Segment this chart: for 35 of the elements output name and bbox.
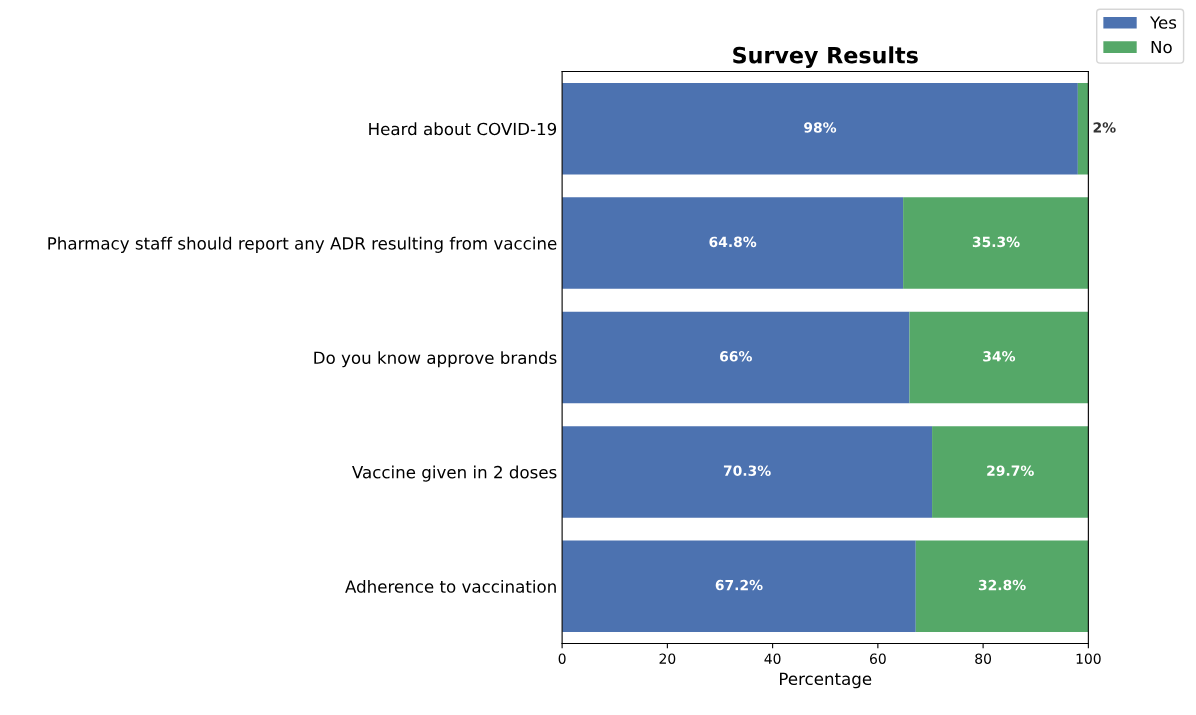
x-tick-label: 80 <box>975 653 992 664</box>
data-label: 2% <box>1093 122 1116 133</box>
data-label: 98% <box>804 122 837 133</box>
x-tick-label: 100 <box>1076 653 1101 664</box>
legend-label: Yes <box>1149 16 1177 29</box>
data-label: 29.7% <box>987 465 1034 476</box>
bar <box>909 311 1089 404</box>
y-tick-label: Heard about COVID-19 <box>369 122 557 136</box>
y-tick-label: Vaccine given in 2 doses <box>352 465 557 482</box>
bar <box>1077 82 1089 175</box>
legend-label: No <box>1151 40 1172 54</box>
data-label: 67.2% <box>715 579 763 591</box>
bar <box>562 311 910 404</box>
bar <box>915 540 1089 633</box>
chart-title: Survey Results <box>733 46 918 68</box>
x-tick-label: 20 <box>659 653 676 664</box>
y-tick-label: Do you know approve brands <box>314 351 557 368</box>
data-label: 70.3% <box>723 465 771 476</box>
y-tick-label: Adherence to vaccination <box>345 579 556 593</box>
bar <box>903 197 1089 289</box>
bar <box>562 540 916 633</box>
data-label: 32.8% <box>978 579 1026 591</box>
bar <box>932 426 1089 518</box>
data-label: 64.8% <box>709 236 757 248</box>
y-tick-label: Pharmacy staff should report any ADR resulting from vaccine <box>48 236 557 253</box>
x-tick-label: 0 <box>558 653 566 664</box>
x-axis-title: Percentage <box>780 672 872 689</box>
data-label: 34% <box>983 351 1016 362</box>
bar <box>562 82 1078 175</box>
bar <box>562 426 933 518</box>
data-label: 35.3% <box>972 236 1020 248</box>
x-tick-label: 60 <box>870 653 886 664</box>
x-tick-label: 40 <box>764 653 781 664</box>
data-label: 66% <box>720 351 752 362</box>
bar <box>562 197 904 289</box>
